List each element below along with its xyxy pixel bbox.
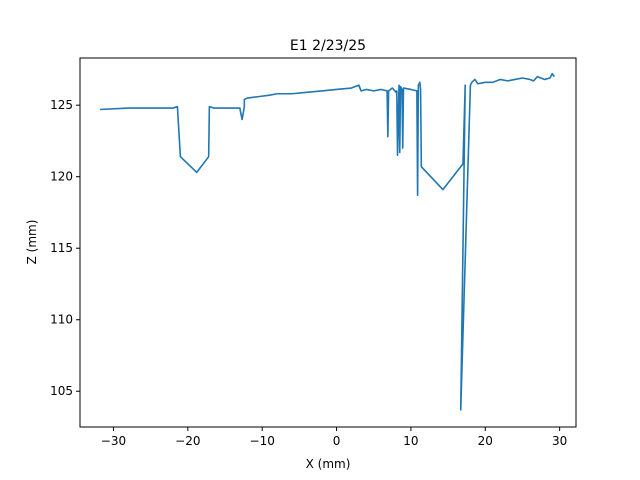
x-tick-label: 30 [552, 434, 567, 448]
x-tick-label: −20 [175, 434, 200, 448]
plot-area [100, 72, 556, 411]
y-tick-label: 120 [50, 170, 73, 184]
series-line-0 [100, 72, 556, 411]
axes-frame [79, 57, 577, 428]
chart-title: E1 2/23/25 [290, 38, 366, 54]
x-axis-label: X (mm) [306, 457, 351, 471]
x-tick-label: 10 [403, 434, 418, 448]
x-tick-label: 0 [333, 434, 341, 448]
x-tick-label: −30 [101, 434, 126, 448]
y-tick-label: 105 [50, 384, 73, 398]
y-tick-label: 115 [50, 241, 73, 255]
x-tick-label: 20 [478, 434, 493, 448]
y-tick-label: 110 [50, 313, 73, 327]
x-axis-ticks: −30 −20 −10 0 10 20 30 [101, 427, 567, 448]
x-tick-label: −10 [250, 434, 275, 448]
y-axis-label: Z (mm) [25, 220, 39, 265]
y-tick-label: 125 [50, 98, 73, 112]
y-axis-ticks: 105 110 115 120 125 [50, 98, 80, 398]
